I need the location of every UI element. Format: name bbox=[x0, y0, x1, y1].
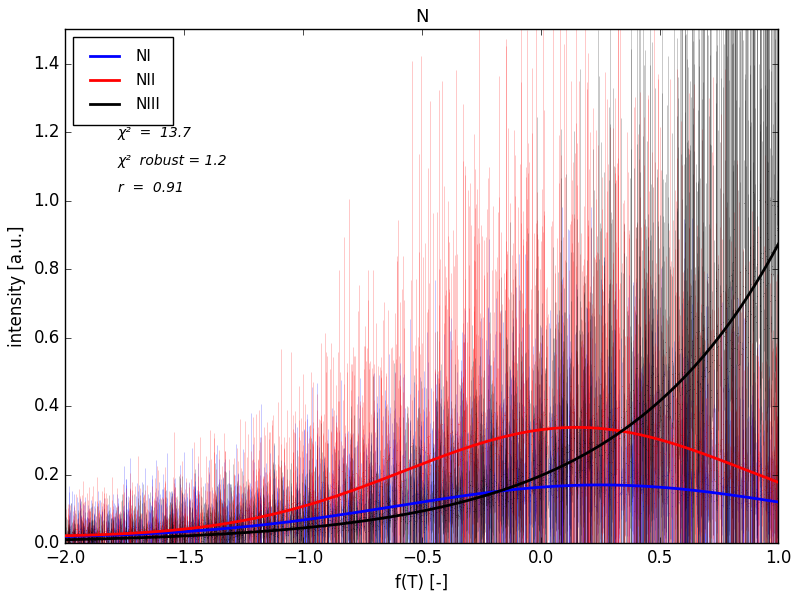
NII bbox=[446, 449, 456, 457]
NI bbox=[399, 501, 409, 508]
NIII bbox=[403, 510, 413, 517]
NII bbox=[774, 479, 783, 486]
Text: r  =  0.91: r = 0.91 bbox=[118, 181, 183, 195]
NII bbox=[61, 532, 70, 539]
NI bbox=[595, 481, 605, 488]
NIII bbox=[399, 511, 409, 518]
NI bbox=[446, 494, 456, 501]
NII bbox=[758, 473, 767, 480]
NII bbox=[572, 424, 582, 431]
NIII bbox=[446, 501, 456, 508]
NIII bbox=[774, 240, 783, 247]
Line: NI: NI bbox=[66, 485, 778, 536]
NIII bbox=[757, 271, 766, 278]
NI bbox=[758, 496, 767, 503]
NIII bbox=[645, 406, 654, 413]
NII bbox=[646, 434, 656, 441]
Text: χ²  =  13.7: χ² = 13.7 bbox=[118, 126, 192, 140]
Line: NIII: NIII bbox=[66, 244, 778, 540]
Text: χ²  robust = 1.2: χ² robust = 1.2 bbox=[118, 154, 227, 167]
X-axis label: f(T) [-]: f(T) [-] bbox=[395, 574, 449, 592]
Line: NII: NII bbox=[66, 427, 778, 536]
Title: N: N bbox=[415, 8, 429, 26]
Y-axis label: intensity [a.u.]: intensity [a.u.] bbox=[8, 226, 26, 347]
Legend: NI, NII, NIII: NI, NII, NIII bbox=[73, 37, 173, 125]
NII bbox=[403, 466, 413, 473]
NI bbox=[61, 533, 70, 540]
NI bbox=[774, 499, 783, 506]
NI bbox=[646, 483, 656, 490]
NIII bbox=[61, 536, 70, 544]
NIII bbox=[485, 491, 494, 498]
NI bbox=[403, 500, 413, 508]
NI bbox=[485, 488, 494, 496]
NII bbox=[399, 467, 409, 475]
NII bbox=[485, 437, 494, 444]
